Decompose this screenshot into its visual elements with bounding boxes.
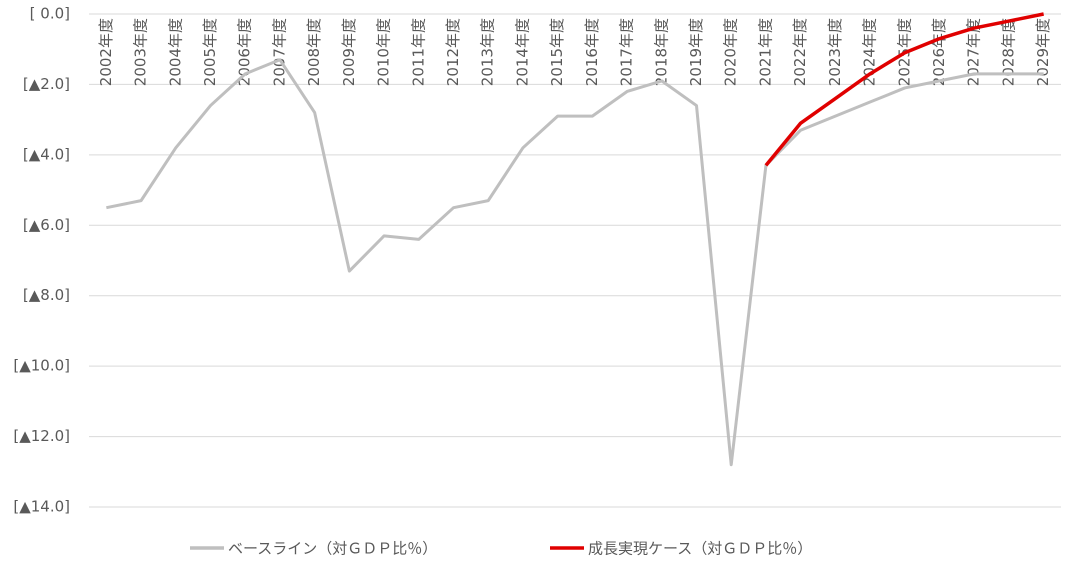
x-tick-label: 2014年度 — [513, 18, 531, 86]
x-tick-label: 2002年度 — [97, 18, 115, 86]
legend-label: ベースライン（対ＧＤＰ比％） — [228, 540, 437, 558]
x-tick-label: 2012年度 — [444, 18, 462, 86]
x-tick-label: 2029年度 — [1034, 18, 1052, 86]
y-tick-label: [▲6.0] — [23, 216, 70, 234]
legend-label: 成長実現ケース（対ＧＤＰ比％） — [588, 540, 812, 558]
x-tick-label: 2008年度 — [305, 18, 323, 86]
x-tick-label: 2027年度 — [965, 18, 983, 86]
x-tick-label: 2007年度 — [270, 18, 288, 86]
series-line — [106, 58, 1044, 467]
x-tick-label: 2019年度 — [687, 18, 705, 86]
x-tick-label: 2024年度 — [861, 18, 879, 86]
x-tick-label: 2017年度 — [618, 18, 636, 86]
x-tick-label: 2018年度 — [652, 18, 670, 86]
x-tick-label: 2022年度 — [791, 18, 809, 86]
y-tick-label: [▲14.0] — [13, 498, 70, 516]
x-tick-label: 2020年度 — [722, 18, 740, 86]
x-tick-label: 2009年度 — [340, 18, 358, 86]
x-tick-label: 2003年度 — [132, 18, 150, 86]
x-tick-label: 2011年度 — [409, 18, 427, 86]
x-tick-label: 2015年度 — [548, 18, 566, 86]
x-tick-label: 2006年度 — [236, 18, 254, 86]
y-tick-label: [▲10.0] — [13, 357, 70, 375]
x-tick-label: 2026年度 — [930, 18, 948, 86]
x-tick-label: 2021年度 — [756, 18, 774, 86]
y-tick-label: [ 0.0] — [30, 5, 70, 23]
series-line — [764, 12, 1044, 167]
y-tick-label: [▲4.0] — [23, 145, 70, 163]
x-tick-label: 2013年度 — [479, 18, 497, 86]
x-tick-label: 2010年度 — [375, 18, 393, 86]
y-tick-label: [▲12.0] — [13, 427, 70, 445]
x-tick-label: 2004年度 — [166, 18, 184, 86]
y-tick-label: [▲2.0] — [23, 75, 70, 93]
x-tick-label: 2016年度 — [583, 18, 601, 86]
x-tick-label: 2028年度 — [999, 18, 1017, 86]
y-tick-label: [▲8.0] — [23, 286, 70, 304]
x-tick-label: 2005年度 — [201, 18, 219, 86]
x-tick-label: 2023年度 — [826, 18, 844, 86]
